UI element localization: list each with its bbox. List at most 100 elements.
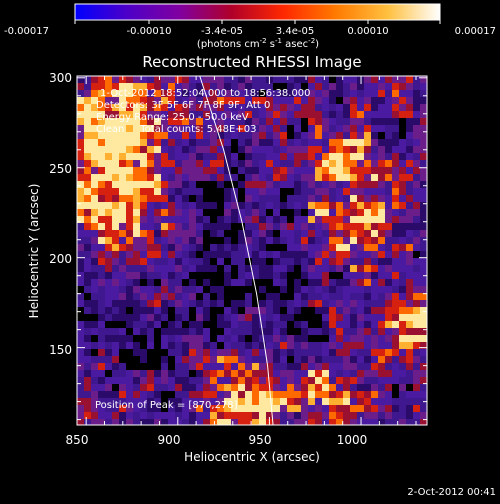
heatmap-cell bbox=[287, 104, 294, 111]
heatmap-cell bbox=[420, 342, 427, 349]
heatmap-cell bbox=[392, 153, 399, 160]
colorbar-tick-label-1: -0.00010 bbox=[127, 26, 172, 37]
heatmap-cell bbox=[231, 419, 238, 425]
heatmap-cell bbox=[252, 125, 259, 132]
heatmap-cell bbox=[175, 370, 182, 377]
heatmap-cell bbox=[196, 391, 203, 398]
heatmap-cell bbox=[119, 216, 126, 223]
heatmap-cell bbox=[287, 384, 294, 391]
heatmap-cell bbox=[210, 146, 217, 153]
heatmap-cell bbox=[210, 370, 217, 377]
heatmap-cell bbox=[287, 132, 294, 139]
heatmap-cell bbox=[217, 76, 224, 83]
heatmap-cell bbox=[252, 216, 259, 223]
heatmap-cell bbox=[196, 265, 203, 272]
heatmap-cell bbox=[126, 237, 133, 244]
heatmap-cell bbox=[105, 314, 112, 321]
heatmap-cell bbox=[308, 307, 315, 314]
heatmap-cell bbox=[231, 160, 238, 167]
heatmap-cell bbox=[259, 188, 266, 195]
heatmap-cell bbox=[84, 405, 91, 412]
heatmap-cell bbox=[273, 76, 280, 83]
heatmap-cell bbox=[126, 132, 133, 139]
heatmap-cell bbox=[280, 223, 287, 230]
heatmap-cell bbox=[259, 90, 266, 97]
heatmap-cell bbox=[140, 97, 147, 104]
heatmap-cell bbox=[119, 307, 126, 314]
heatmap-cell bbox=[140, 167, 147, 174]
heatmap-cell bbox=[336, 419, 343, 425]
heatmap-cell bbox=[182, 195, 189, 202]
heatmap-cell bbox=[322, 202, 329, 209]
heatmap-cell bbox=[364, 209, 371, 216]
heatmap-cell bbox=[399, 342, 406, 349]
heatmap-cell bbox=[175, 342, 182, 349]
heatmap-cell bbox=[98, 202, 105, 209]
heatmap-cell bbox=[175, 76, 182, 83]
heatmap-cell bbox=[98, 195, 105, 202]
heatmap-cell bbox=[238, 76, 245, 83]
heatmap-cell bbox=[245, 307, 252, 314]
heatmap-cell bbox=[364, 356, 371, 363]
heatmap-cell bbox=[350, 307, 357, 314]
heatmap-cell bbox=[245, 237, 252, 244]
heatmap-cell bbox=[294, 405, 301, 412]
heatmap-cell bbox=[245, 293, 252, 300]
heatmap-cell bbox=[364, 223, 371, 230]
heatmap-cell bbox=[147, 272, 154, 279]
heatmap-cell bbox=[224, 90, 231, 97]
heatmap-cell bbox=[399, 104, 406, 111]
heatmap-cell bbox=[252, 272, 259, 279]
heatmap-cell bbox=[77, 258, 84, 265]
heatmap-cell bbox=[245, 223, 252, 230]
heatmap-cell bbox=[126, 258, 133, 265]
heatmap-cell bbox=[336, 146, 343, 153]
heatmap-cell bbox=[140, 160, 147, 167]
heatmap-cell bbox=[413, 118, 420, 125]
heatmap-cell bbox=[126, 139, 133, 146]
heatmap-cell bbox=[168, 363, 175, 370]
heatmap-cell bbox=[245, 300, 252, 307]
heatmap-cell bbox=[217, 244, 224, 251]
heatmap-cell bbox=[413, 230, 420, 237]
heatmap-cell bbox=[294, 279, 301, 286]
heatmap-cell bbox=[336, 202, 343, 209]
heatmap-cell bbox=[252, 391, 259, 398]
heatmap-cell bbox=[224, 167, 231, 174]
heatmap-cell bbox=[119, 391, 126, 398]
heatmap-cell bbox=[140, 258, 147, 265]
heatmap-cell bbox=[322, 412, 329, 419]
heatmap-cell bbox=[329, 76, 336, 83]
heatmap-cell bbox=[273, 384, 280, 391]
heatmap-cell bbox=[217, 118, 224, 125]
heatmap-cell bbox=[147, 321, 154, 328]
heatmap-cell bbox=[350, 300, 357, 307]
heatmap-cell bbox=[231, 286, 238, 293]
heatmap-cell bbox=[161, 363, 168, 370]
heatmap-cell bbox=[350, 118, 357, 125]
heatmap-cell bbox=[238, 174, 245, 181]
heatmap-cell bbox=[378, 181, 385, 188]
heatmap-cell bbox=[189, 377, 196, 384]
heatmap-cell bbox=[280, 111, 287, 118]
heatmap-cell bbox=[420, 335, 427, 342]
heatmap-cell bbox=[133, 370, 140, 377]
heatmap-cell bbox=[413, 286, 420, 293]
heatmap-cell bbox=[350, 419, 357, 425]
heatmap-cell bbox=[91, 160, 98, 167]
heatmap-cell bbox=[420, 167, 427, 174]
heatmap-cell bbox=[322, 153, 329, 160]
heatmap-cell bbox=[161, 104, 168, 111]
heatmap-cell bbox=[308, 328, 315, 335]
heatmap-cell bbox=[98, 272, 105, 279]
heatmap-cell bbox=[238, 412, 245, 419]
heatmap-cell bbox=[119, 195, 126, 202]
heatmap-cell bbox=[91, 321, 98, 328]
heatmap-cell bbox=[266, 363, 273, 370]
heatmap-cell bbox=[371, 118, 378, 125]
heatmap-cell bbox=[371, 244, 378, 251]
heatmap-cell bbox=[385, 223, 392, 230]
heatmap-cell bbox=[364, 286, 371, 293]
heatmap-cell bbox=[245, 398, 252, 405]
heatmap-cell bbox=[224, 356, 231, 363]
